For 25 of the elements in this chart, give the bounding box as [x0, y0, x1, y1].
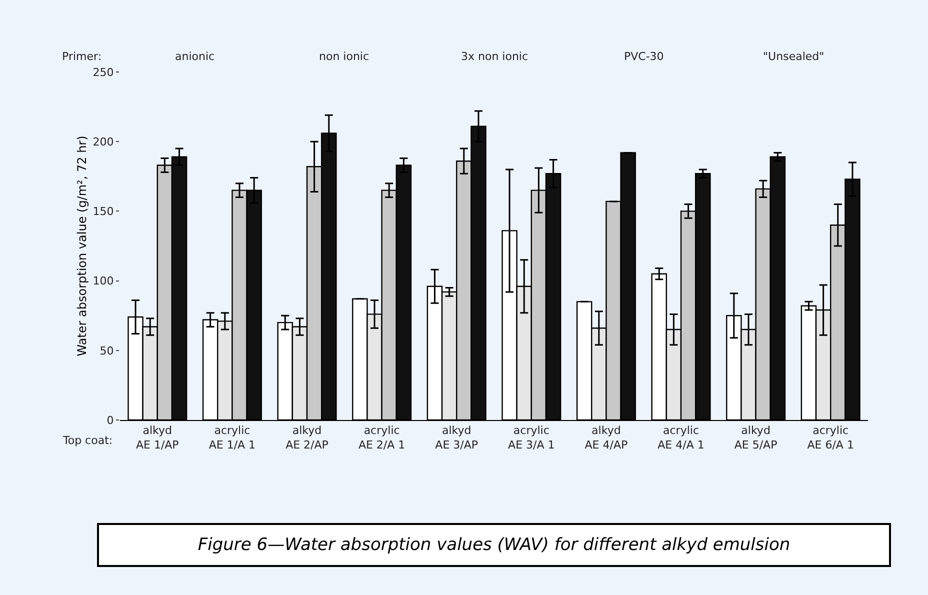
y-tick-label: 0: [106, 414, 114, 427]
x-tick-label: alkyd AE 5/AP: [734, 424, 778, 452]
y-tick-label: 200: [92, 135, 114, 148]
text: 3x non ionic: [461, 50, 528, 63]
text: Top coat:: [62, 434, 113, 447]
y-tick-label: 250: [92, 66, 114, 79]
caption: Figure 6—Water absorption values (WAV) for different alkyd emulsion: [198, 535, 790, 555]
text: PVC-30: [624, 50, 664, 63]
y-tick-label: 150: [92, 205, 114, 218]
text: non ionic: [319, 50, 370, 63]
x-tick-label: acrylic AE 6/A 1: [807, 424, 854, 452]
x-tick-label: alkyd AE 4/AP: [584, 424, 628, 452]
text: "Unsealed": [763, 50, 824, 63]
x-tick-label: acrylic AE 3/A 1: [508, 424, 555, 452]
x-tick-label: acrylic AE 1/A 1: [208, 424, 256, 452]
y-tick-label: 50: [100, 344, 114, 358]
x-tick-label: alkyd AE 3/AP: [435, 424, 478, 452]
y-tick-label: 100: [92, 274, 114, 288]
y-axis-title: Water absorption value (g/m², 72 hr): [75, 136, 89, 356]
x-tick-label: alkyd AE 2/AP: [286, 424, 329, 452]
text: anionic: [175, 50, 215, 63]
x-tick-label: acrylic AE 2/A 1: [358, 424, 406, 452]
x-tick-label: alkyd AE 1/AP: [136, 424, 180, 452]
text: Primer:: [62, 50, 102, 63]
x-tick-label: acrylic AE 4/A 1: [658, 424, 704, 452]
